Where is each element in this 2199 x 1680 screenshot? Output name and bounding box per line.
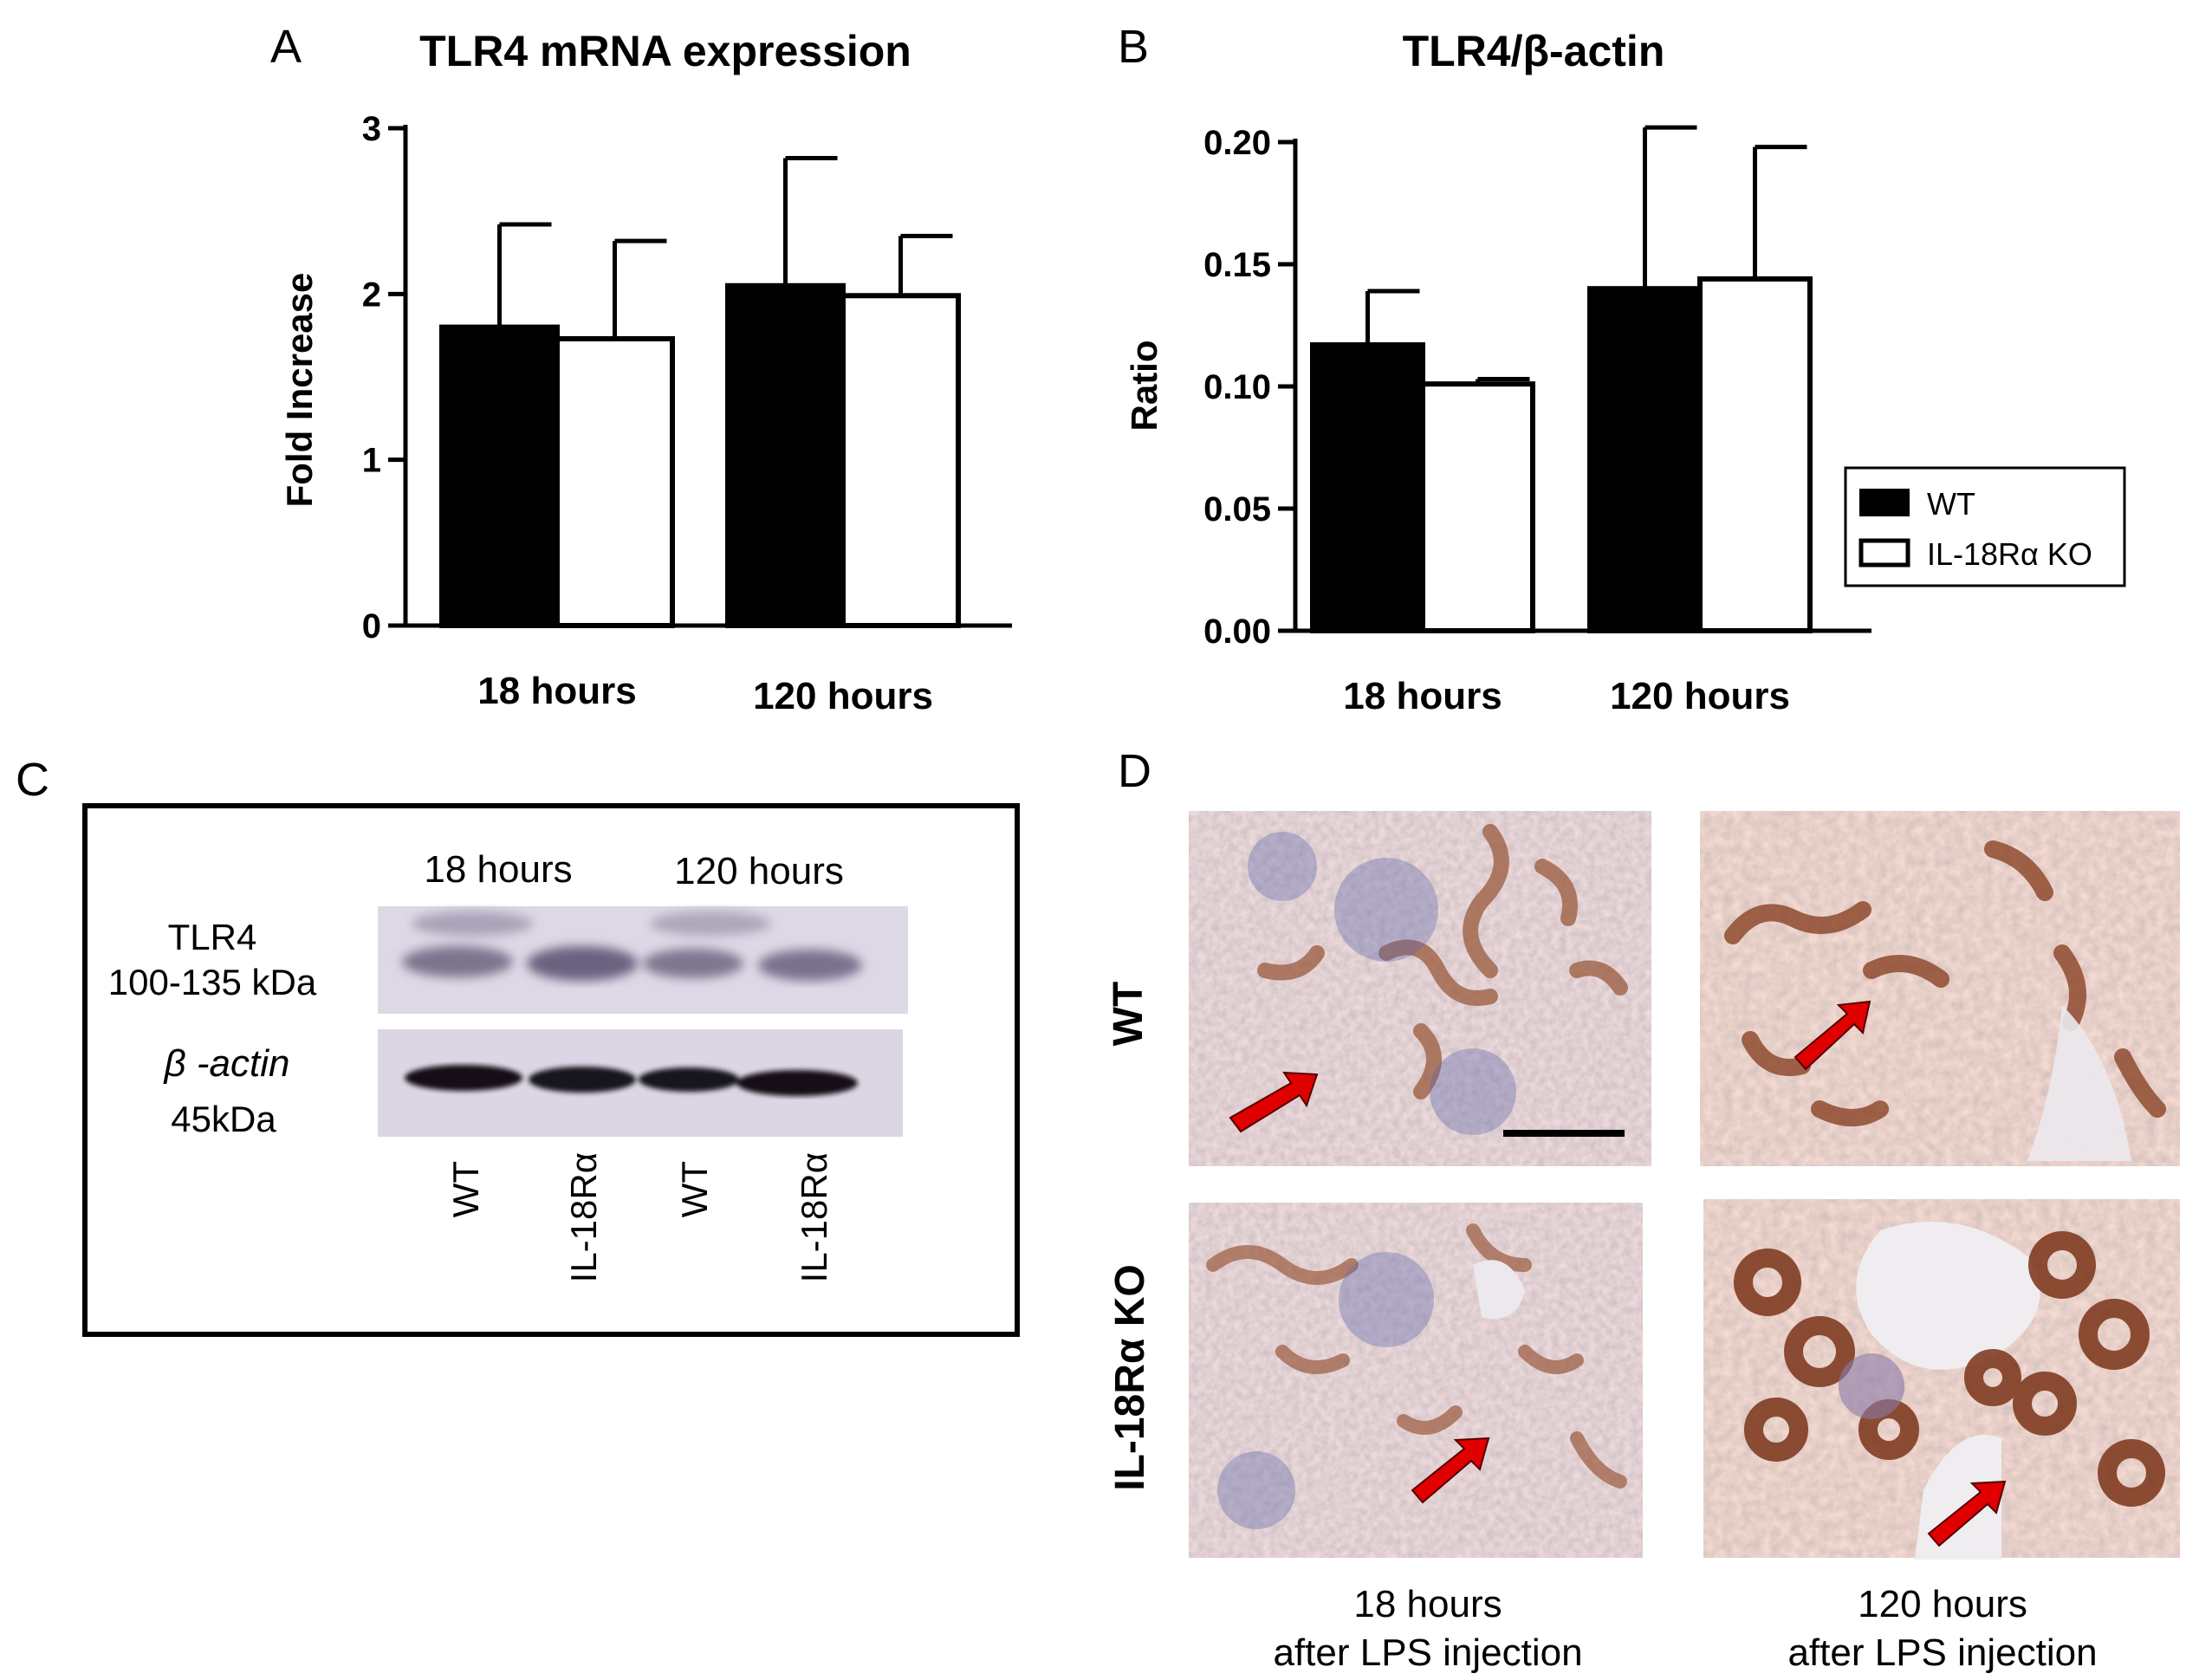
panel-b: B TLR4/β-actin Ratio 0.00 0.05 0.10 0.15 0.2… bbox=[1118, 21, 2126, 717]
lane-label-2: IL-18Rα bbox=[563, 1152, 604, 1282]
panel-a-plot: 0 1 2 3 18 hours 120 hours bbox=[362, 110, 1012, 717]
panel-b-category-label: 120 hours bbox=[1610, 675, 1790, 717]
legend-swatch-ko bbox=[1858, 538, 1910, 568]
scale-bar bbox=[1503, 1130, 1625, 1137]
micrograph-wt-18h bbox=[1189, 811, 1651, 1166]
legend-label-wt: WT bbox=[1927, 486, 1975, 522]
panel-b-category-label: 18 hours bbox=[1343, 675, 1502, 717]
panel-d-letter: D bbox=[1118, 745, 1151, 797]
tlr4-band-3 bbox=[643, 949, 743, 978]
arrow-icon bbox=[1229, 1071, 1319, 1133]
panel-b-y-tick-label: 0.15 bbox=[1203, 246, 1271, 284]
tlr4-band-1 bbox=[402, 946, 513, 977]
panel-b-letter: B bbox=[1118, 21, 1149, 73]
column-label-18h-sub: after LPS injection bbox=[1273, 1631, 1582, 1674]
panel-a-title: TLR4 mRNA expression bbox=[419, 27, 911, 75]
panel-b-title: TLR4/β-actin bbox=[1403, 27, 1665, 75]
tlr4-label: TLR4 bbox=[168, 917, 257, 957]
panel-b-bar bbox=[1587, 286, 1703, 633]
micrograph-ko-120h bbox=[1703, 1199, 2180, 1560]
actin-band-4 bbox=[736, 1070, 858, 1096]
panel-b-y-tick-label: 0.05 bbox=[1203, 490, 1271, 529]
panel-a-category-label: 120 hours bbox=[753, 675, 933, 717]
panel-b-bar bbox=[1697, 276, 1813, 633]
tlr4-band-2 bbox=[527, 946, 638, 981]
row-label-wt: WT bbox=[1106, 982, 1151, 1047]
panel-a-bar bbox=[439, 324, 560, 628]
panel-c: C 18 hours 120 hours TLR4 100-135 kDa β … bbox=[16, 754, 1020, 1337]
blot-group-18h: 18 hours bbox=[424, 848, 572, 891]
panel-b-y-tick-label: 0.20 bbox=[1203, 124, 1271, 162]
panel-b-bar bbox=[1420, 381, 1535, 633]
legend-swatch-wt bbox=[1859, 489, 1910, 516]
column-label-120h-sub: after LPS injection bbox=[1787, 1631, 2097, 1674]
actin-size-label: 45kDa bbox=[171, 1099, 276, 1139]
arrow-icon bbox=[1794, 1000, 1871, 1071]
column-label-120h: 120 hours bbox=[1858, 1583, 2027, 1625]
panel-b-legend: WT IL-18Rα KO bbox=[1844, 466, 2126, 587]
panel-c-letter: C bbox=[16, 754, 49, 806]
blot-group-120h: 120 hours bbox=[674, 850, 844, 892]
actin-blot bbox=[378, 1029, 903, 1137]
panel-a-bar bbox=[555, 335, 675, 628]
panel-a-y-tick-label: 1 bbox=[362, 442, 381, 480]
panel-b-ylabel: Ratio bbox=[1124, 341, 1164, 431]
tlr4-size-label: 100-135 kDa bbox=[108, 962, 317, 1002]
panel-d: D WT IL-18Rα KO bbox=[1106, 745, 2180, 1674]
panel-a-category-label: 18 hours bbox=[477, 670, 636, 712]
panel-a-y-tick-label: 3 bbox=[362, 110, 381, 148]
panel-b-bar bbox=[1310, 342, 1425, 633]
panel-a-y-tick-label: 0 bbox=[362, 607, 381, 645]
panel-a-ylabel: Fold Increase bbox=[279, 273, 320, 508]
panel-a-y-tick-label: 2 bbox=[362, 276, 381, 314]
actin-band-2 bbox=[529, 1067, 636, 1093]
panel-a: A TLR4 mRNA expression Fold Increase 012… bbox=[270, 21, 1012, 717]
actin-band-1 bbox=[405, 1065, 522, 1091]
tlr4-band-4 bbox=[758, 950, 862, 981]
row-label-ko: IL-18Rα KO bbox=[1107, 1264, 1153, 1491]
legend-label-ko: IL-18Rα KO bbox=[1927, 536, 2092, 572]
lane-label-1: WT bbox=[445, 1161, 486, 1217]
panel-b-y-tick-label: 0.00 bbox=[1203, 613, 1271, 651]
actin-label: β -actin bbox=[163, 1042, 290, 1085]
panel-a-letter: A bbox=[270, 21, 302, 73]
micrograph-ko-18h bbox=[1189, 1203, 1643, 1558]
tlr4-blot bbox=[378, 906, 908, 1014]
micrograph-wt-120h bbox=[1700, 811, 2180, 1166]
panel-a-bar bbox=[725, 282, 846, 628]
panel-b-plot: 0.00 0.05 0.10 0.15 0.20 18 hours 120 hours bbox=[1203, 124, 1871, 717]
column-label-18h: 18 hours bbox=[1353, 1583, 1502, 1625]
arrow-icon bbox=[1927, 1480, 2007, 1547]
lane-label-4: IL-18Rα bbox=[794, 1152, 834, 1282]
arrow-icon bbox=[1411, 1437, 1490, 1504]
panel-b-y-tick-label: 0.10 bbox=[1203, 368, 1271, 406]
actin-band-3 bbox=[639, 1067, 739, 1092]
panel-a-bar bbox=[840, 293, 961, 628]
lane-label-3: WT bbox=[674, 1161, 715, 1217]
